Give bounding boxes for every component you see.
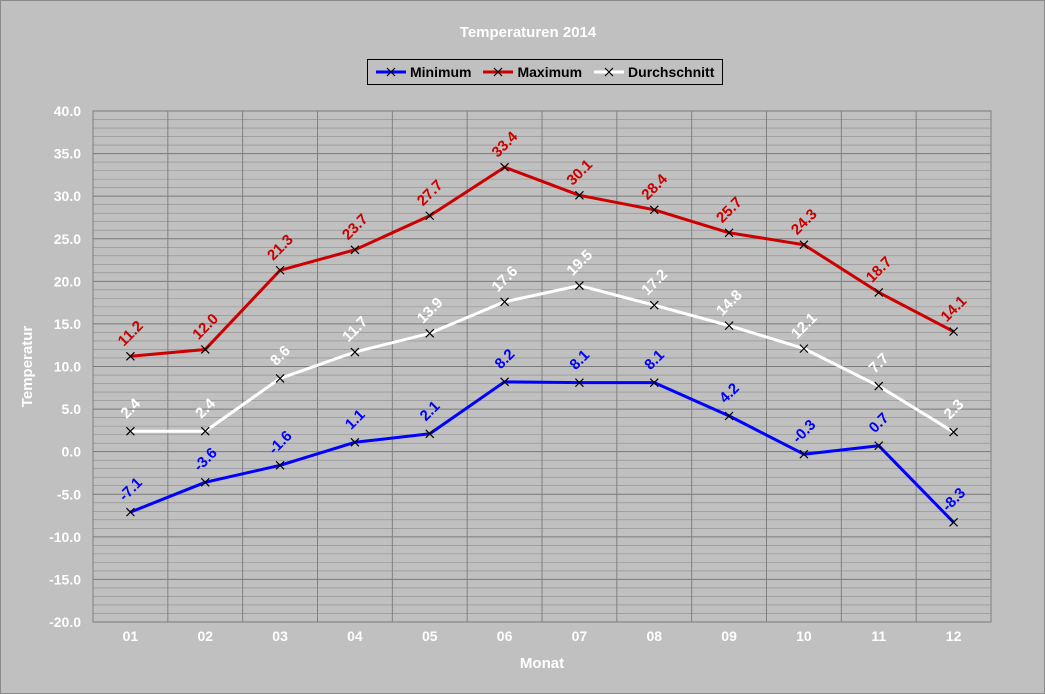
data-point-minimum xyxy=(724,411,734,421)
y-tick-label: -10.0 xyxy=(49,529,81,545)
x-tick-label: 12 xyxy=(946,628,962,644)
data-point-maximum xyxy=(799,240,809,250)
data-point-maximum xyxy=(425,211,435,221)
series-line-maximum xyxy=(130,165,955,358)
x-tick-label: 02 xyxy=(197,628,213,644)
legend-swatch-minimum xyxy=(376,67,406,77)
data-point-durchschnitt xyxy=(949,427,959,437)
x-tick-label: 05 xyxy=(422,628,438,644)
legend-label-minimum: Minimum xyxy=(410,64,472,80)
x-tick-label: 03 xyxy=(272,628,288,644)
legend-item-minimum: Minimum xyxy=(376,64,471,80)
data-point-durchschnitt xyxy=(874,381,884,391)
data-point-minimum xyxy=(799,449,809,459)
data-point-minimum xyxy=(874,441,884,451)
y-tick-label: 30.0 xyxy=(54,188,81,204)
data-point-maximum xyxy=(574,190,584,200)
legend-label-durchschnitt: Durchschnitt xyxy=(628,64,715,80)
legend-swatch-durchschnitt xyxy=(594,67,625,77)
y-tick-label: 0.0 xyxy=(62,444,82,460)
x-tick-label: 11 xyxy=(871,628,886,644)
data-point-durchschnitt xyxy=(649,300,659,310)
y-tick-label: -5.0 xyxy=(57,486,81,502)
x-tick-label: 08 xyxy=(646,628,662,644)
x-axis-title: Monat xyxy=(520,655,564,672)
data-point-minimum xyxy=(125,507,135,517)
x-tick-label: 09 xyxy=(721,628,737,644)
x-tick-label: 10 xyxy=(796,628,812,644)
series-line-durchschnitt xyxy=(130,284,955,434)
y-tick-label: 15.0 xyxy=(54,316,81,332)
data-point-maximum xyxy=(500,162,510,172)
chart-legend: Minimum Maximum Durchschnitt xyxy=(367,59,723,85)
data-point-minimum xyxy=(574,378,584,388)
data-point-minimum xyxy=(425,429,435,439)
data-point-maximum xyxy=(649,205,659,215)
data-point-maximum xyxy=(200,345,210,354)
x-tick-label: 06 xyxy=(497,628,513,644)
y-axis-title: Temperatur xyxy=(19,326,36,408)
data-point-durchschnitt xyxy=(799,344,809,354)
data-point-maximum xyxy=(350,245,360,255)
x-tick-label: 07 xyxy=(572,628,588,644)
data-point-durchschnitt xyxy=(500,297,510,307)
legend-label-maximum: Maximum xyxy=(517,64,583,80)
data-point-minimum xyxy=(500,377,510,387)
data-point-maximum xyxy=(949,327,959,337)
data-point-durchschnitt xyxy=(425,328,435,338)
data-point-maximum xyxy=(125,351,135,361)
series-line-minimum xyxy=(129,380,955,524)
y-tick-label: 10.0 xyxy=(54,359,81,375)
data-point-durchschnitt xyxy=(574,281,584,291)
data-point-minimum xyxy=(350,437,360,447)
x-tick-label: 04 xyxy=(347,628,363,644)
chart-title: Temperaturen 2014 xyxy=(460,24,597,41)
data-point-durchschnitt xyxy=(275,373,285,383)
y-tick-label: 40.0 xyxy=(54,103,81,119)
y-tick-label: 35.0 xyxy=(54,146,81,162)
data-point-minimum xyxy=(649,378,659,388)
data-point-maximum xyxy=(724,228,734,238)
y-tick-label: 25.0 xyxy=(54,231,81,247)
legend-swatch-maximum xyxy=(483,67,514,77)
y-tick-label: 20.0 xyxy=(54,273,81,289)
legend-item-maximum: Maximum xyxy=(483,64,582,80)
data-point-maximum xyxy=(275,265,285,275)
data-point-minimum xyxy=(200,477,210,487)
x-tick-label: 01 xyxy=(123,628,139,644)
data-point-durchschnitt xyxy=(724,321,734,331)
data-point-durchschnitt xyxy=(200,426,210,436)
legend-item-durchschnitt: Durchschnitt xyxy=(594,64,714,80)
y-tick-label: -20.0 xyxy=(49,614,81,630)
y-tick-label: 5.0 xyxy=(62,401,82,417)
data-point-minimum xyxy=(949,517,959,527)
data-point-minimum xyxy=(275,460,285,470)
data-point-durchschnitt xyxy=(125,426,135,436)
y-tick-label: -15.0 xyxy=(49,571,81,587)
data-point-durchschnitt xyxy=(350,347,360,357)
data-point-maximum xyxy=(874,287,884,297)
